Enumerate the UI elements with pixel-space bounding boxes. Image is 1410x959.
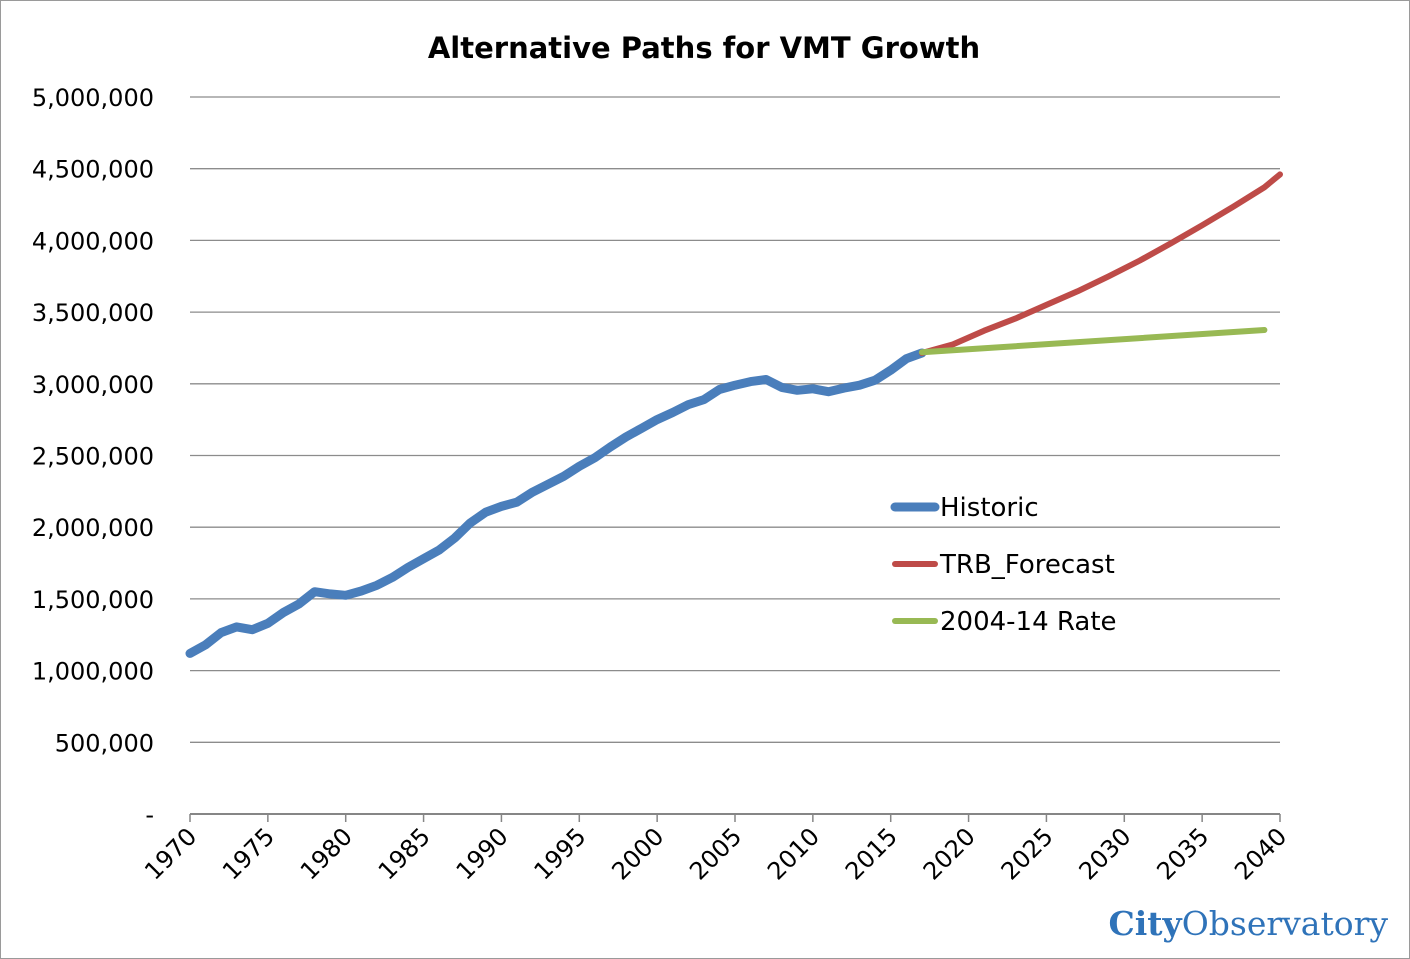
x-tick-label: 2005 bbox=[684, 822, 747, 885]
series-line-2004-14-rate bbox=[918, 327, 1268, 356]
x-tick-label: 2000 bbox=[606, 822, 669, 885]
svg-text:CityObservatory: CityObservatory bbox=[1108, 904, 1388, 943]
x-tick-label: 1980 bbox=[295, 822, 358, 885]
x-tick-label: 2015 bbox=[840, 822, 903, 885]
x-tick-label: 1970 bbox=[139, 822, 202, 885]
x-tick-label: 2010 bbox=[762, 822, 825, 885]
x-axis: 1970 1975 1980 1985 1990 1995 2000 2005 2010 2015… bbox=[139, 814, 1292, 885]
y-tick-label: 4,500,000 bbox=[32, 156, 154, 184]
x-tick-label: 2020 bbox=[918, 822, 981, 885]
legend-label-2004-14-rate: 2004-14 Rate bbox=[940, 607, 1117, 637]
y-tick-label: 500,000 bbox=[55, 729, 154, 757]
y-tick-label: 5,000,000 bbox=[32, 84, 154, 112]
x-tick-label: 2030 bbox=[1074, 822, 1137, 885]
legend: Historic TRB_Forecast 2004-14 Rate bbox=[890, 493, 1117, 637]
gridlines bbox=[190, 96, 1280, 815]
y-tick-label: 3,000,000 bbox=[32, 371, 154, 399]
watermark-logo: CityObservatory bbox=[1108, 904, 1388, 943]
chart-title: Alternative Paths for VMT Growth bbox=[428, 31, 980, 65]
series-line-trb-forecast bbox=[918, 171, 1283, 356]
y-axis: - 500,000 1,000,000 1,500,000 2,000,000 2,500… bbox=[32, 84, 154, 829]
x-tick-label: 1975 bbox=[217, 822, 280, 885]
series-line-historic bbox=[185, 348, 927, 658]
x-tick-label: 1985 bbox=[373, 822, 436, 885]
y-tick-label: 2,500,000 bbox=[32, 443, 154, 471]
legend-label-trb-forecast: TRB_Forecast bbox=[939, 550, 1115, 580]
legend-label-historic: Historic bbox=[940, 493, 1039, 523]
x-tick-label: 1995 bbox=[529, 822, 592, 885]
watermark-brand-bold: City bbox=[1108, 904, 1182, 943]
y-tick-label: 1,000,000 bbox=[32, 658, 154, 686]
y-tick-label: 2,000,000 bbox=[32, 514, 154, 542]
y-tick-label: 1,500,000 bbox=[32, 586, 154, 614]
watermark-brand-regular: Observatory bbox=[1182, 904, 1389, 943]
x-tick-label: 2040 bbox=[1229, 822, 1292, 885]
y-tick-label: 4,000,000 bbox=[32, 227, 154, 255]
x-tick-label: 2025 bbox=[996, 822, 1059, 885]
x-tick-label: 1990 bbox=[451, 822, 514, 885]
x-tick-label: 2035 bbox=[1151, 822, 1214, 885]
y-tick-label: - bbox=[145, 801, 154, 829]
y-tick-label: 3,500,000 bbox=[32, 299, 154, 327]
series-lines bbox=[185, 171, 1283, 658]
